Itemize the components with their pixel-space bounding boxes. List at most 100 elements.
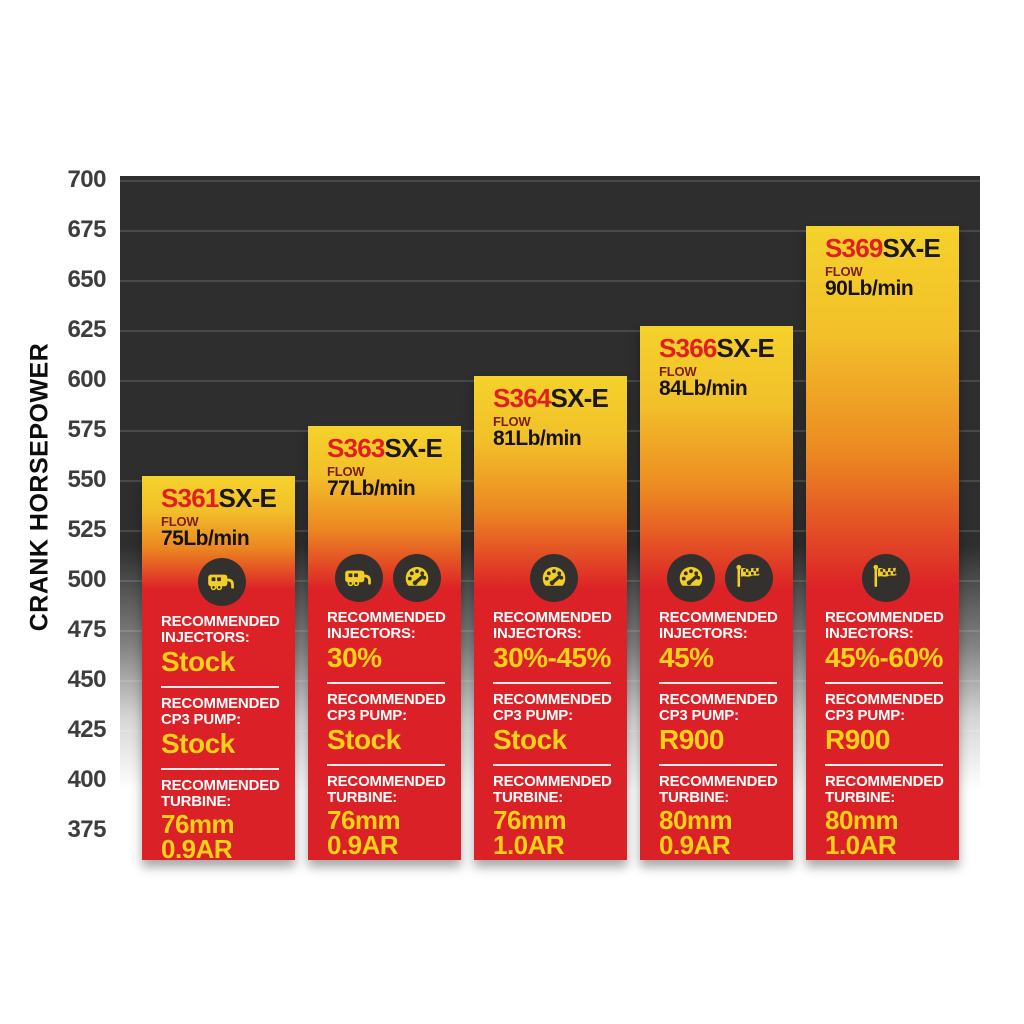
bar-header: S366SX-E FLOW 84Lb/min: [640, 326, 793, 408]
bar-header: S363SX-E FLOW 77Lb/min: [308, 426, 461, 508]
cp3-label-line1: RECOMMENDED: [825, 691, 944, 708]
usage-icons: [659, 554, 781, 602]
cp3-label-line2: CP3 PUMP:: [825, 707, 905, 724]
cp3-pump-label: RECOMMENDED CP3 PUMP:: [825, 692, 947, 724]
flow-label: FLOW: [161, 514, 199, 529]
gauge-icon: [393, 554, 441, 602]
turbine-label-line2: TURBINE:: [825, 789, 896, 806]
separator: [161, 768, 279, 770]
flow-value: 84Lb/min: [659, 377, 748, 400]
turbine-size: 76mm: [161, 809, 235, 839]
injectors-label: RECOMMENDED INJECTORS:: [659, 610, 781, 642]
turbine-label: RECOMMENDED TURBINE:: [493, 774, 615, 806]
bar-specs: RECOMMENDED INJECTORS: 30% RECOMMENDED CP3 P…: [308, 554, 461, 860]
turbine-label: RECOMMENDED TURBINE:: [825, 774, 947, 806]
model-prefix: S363: [327, 433, 385, 463]
cp3-pump-value: Stock: [493, 724, 567, 755]
turbine-label-line1: RECOMMENDED: [161, 777, 280, 794]
separator: [493, 764, 611, 766]
flow-value: 77Lb/min: [327, 477, 416, 500]
y-tick-label: 550: [67, 466, 106, 493]
usage-icons: [161, 558, 283, 606]
cp3-pump-value: Stock: [327, 724, 401, 755]
separator: [659, 682, 777, 684]
injectors-value: 30%-45%: [493, 642, 611, 673]
injectors-value: Stock: [161, 646, 235, 677]
y-tick-label: 475: [67, 616, 106, 643]
turbine-label-line2: TURBINE:: [493, 789, 564, 806]
trailer-icon: [198, 558, 246, 606]
cp3-pump-label: RECOMMENDED CP3 PUMP:: [493, 692, 615, 724]
turbo-bar-S363: S363SX-E FLOW 77Lb/min RECOMMENDED INJECTORS…: [308, 426, 461, 860]
cp3-label-line1: RECOMMENDED: [161, 695, 280, 712]
y-tick-label: 650: [67, 266, 106, 293]
model-suffix: SX-E: [218, 483, 277, 513]
turbine-label: RECOMMENDED TURBINE:: [327, 774, 449, 806]
injectors-label-line2: INJECTORS:: [161, 629, 250, 646]
turbine-ar: 0.9AR: [659, 830, 731, 860]
flow-label: FLOW: [493, 414, 531, 429]
gauge-icon: [667, 554, 715, 602]
turbine-value: 76mm 0.9AR: [327, 807, 449, 860]
cp3-label-line1: RECOMMENDED: [327, 691, 446, 708]
cp3-label-line2: CP3 PUMP:: [327, 707, 407, 724]
injectors-label-line2: INJECTORS:: [493, 625, 582, 642]
flow-value: 81Lb/min: [493, 427, 582, 450]
flow-label: FLOW: [327, 464, 365, 479]
turbine-label-line1: RECOMMENDED: [493, 773, 612, 790]
injectors-label-line2: INJECTORS:: [825, 625, 914, 642]
turbine-ar: 0.9AR: [327, 830, 399, 860]
injectors-label: RECOMMENDED INJECTORS:: [327, 610, 449, 642]
bar-gradient-spacer: [474, 458, 627, 554]
cp3-pump-label: RECOMMENDED CP3 PUMP:: [659, 692, 781, 724]
turbine-label-line2: TURBINE:: [161, 793, 232, 810]
model-prefix: S361: [161, 483, 219, 513]
bar-header: S361SX-E FLOW 75Lb/min: [142, 476, 295, 558]
turbine-ar: 0.9AR: [161, 834, 233, 864]
separator: [493, 682, 611, 684]
injectors-label-line1: RECOMMENDED: [161, 613, 280, 630]
turbine-label: RECOMMENDED TURBINE:: [161, 778, 283, 810]
turbine-label-line1: RECOMMENDED: [327, 773, 446, 790]
turbine-value: 76mm 0.9AR: [161, 809, 283, 864]
usage-icons: [493, 554, 615, 602]
injectors-label-line1: RECOMMENDED: [825, 609, 944, 626]
injectors-label-line1: RECOMMENDED: [659, 609, 778, 626]
usage-icons: [825, 554, 947, 602]
separator: [327, 764, 445, 766]
bar-gradient-spacer: [308, 508, 461, 554]
bar-gradient-spacer: [640, 408, 793, 554]
trailer-icon: [335, 554, 383, 602]
turbine-size: 80mm: [659, 805, 733, 835]
cp3-label-line2: CP3 PUMP:: [161, 711, 241, 728]
injectors-value: 45%: [659, 642, 714, 673]
cp3-pump-label: RECOMMENDED CP3 PUMP:: [327, 692, 449, 724]
separator: [161, 686, 279, 688]
y-tick-label: 375: [67, 816, 106, 843]
turbine-ar: 1.0AR: [825, 830, 897, 860]
cp3-label-line1: RECOMMENDED: [659, 691, 778, 708]
turbine-size: 76mm: [493, 805, 567, 835]
bar-specs: RECOMMENDED INJECTORS: Stock RECOMMENDED CP3…: [142, 558, 295, 864]
injectors-label-line2: INJECTORS:: [327, 625, 416, 642]
flag-icon: [862, 554, 910, 602]
y-tick-label: 675: [67, 216, 106, 243]
turbine-label: RECOMMENDED TURBINE:: [659, 774, 781, 806]
turbine-value: 76mm 1.0AR: [493, 805, 615, 858]
turbo-bar-S361: S361SX-E FLOW 75Lb/min RECOMMENDED INJECTORS…: [142, 476, 295, 862]
turbine-value: 80mm 1.0AR: [825, 805, 947, 860]
bar-specs: RECOMMENDED INJECTORS: 45% RECOMMENDED CP3 P…: [640, 554, 793, 860]
turbine-size: 80mm: [825, 805, 899, 835]
turbo-bar-S364: S364SX-E FLOW 81Lb/min RECOMMENDED INJECTORS…: [474, 376, 627, 860]
flow-value: 75Lb/min: [161, 527, 250, 550]
flow-value: 90Lb/min: [825, 277, 914, 300]
bar-model-name: S361SX-E: [161, 483, 289, 513]
cp3-pump-value: R900: [825, 724, 890, 755]
bar-header: S364SX-E FLOW 81Lb/min: [474, 376, 627, 458]
separator: [659, 764, 777, 766]
y-tick-label: 450: [67, 666, 106, 693]
separator: [825, 682, 943, 684]
separator: [327, 682, 445, 684]
y-tick-label: 500: [67, 566, 106, 593]
